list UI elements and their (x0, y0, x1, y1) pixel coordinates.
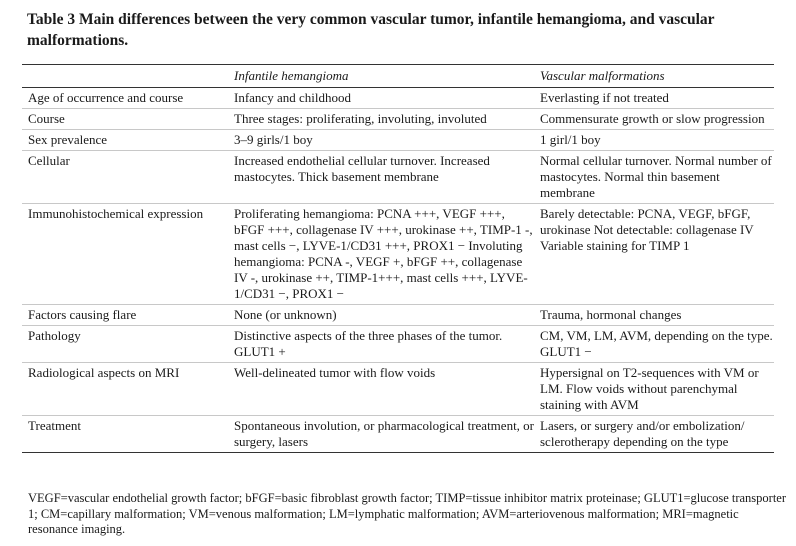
infantile-hemangioma-cell: Increased endothelial cellular turnover.… (228, 150, 534, 204)
vascular-malformations-cell: Barely detectable: PCNA, VEGF, bFGF, uro… (534, 203, 774, 305)
infantile-hemangioma-cell: 3–9 girls/1 boy (228, 129, 534, 151)
table-row: Radiological aspects on MRI Well-delineat… (22, 362, 774, 416)
comparison-table: Infantile hemangioma Vascular malformati… (22, 66, 774, 453)
row-label: Cellular (22, 150, 228, 204)
table-row: Cellular Increased endothelial cellular t… (22, 150, 774, 204)
vascular-malformations-cell: CM, VM, LM, AVM, depending on the type. … (534, 325, 774, 363)
vascular-malformations-cell: Hypersignal on T2-sequences with VM or L… (534, 362, 774, 416)
table-row: Pathology Distinctive aspects of the thre… (22, 325, 774, 363)
table-row: Immunohistochemical expression Proliferat… (22, 203, 774, 305)
vascular-malformations-cell: Trauma, hormonal changes (534, 304, 774, 326)
row-label: Sex prevalence (22, 129, 228, 151)
header-vascular-malformations: Vascular malformations (534, 66, 774, 88)
vascular-malformations-cell: Everlasting if not treated (534, 87, 774, 109)
header-infantile-hemangioma: Infantile hemangioma (228, 66, 534, 88)
table-row: Sex prevalence 3–9 girls/1 boy 1 girl/1 bo… (22, 129, 774, 151)
row-label: Immunohistochemical expression (22, 203, 228, 305)
table-row: Treatment Spontaneous involution, or phar… (22, 415, 774, 453)
vascular-malformations-cell: Lasers, or surgery and/or embolization/ … (534, 415, 774, 453)
infantile-hemangioma-cell: Distinctive aspects of the three phases … (228, 325, 534, 363)
infantile-hemangioma-cell: Spontaneous involution, or pharmacologic… (228, 415, 534, 453)
infantile-hemangioma-cell: Three stages: proliferating, involuting,… (228, 108, 534, 130)
vascular-malformations-cell: Commensurate growth or slow progression (534, 108, 774, 130)
infantile-hemangioma-cell: Proliferating hemangioma: PCNA +++, VEGF… (228, 203, 534, 305)
footnote: VEGF=vascular endothelial growth factor;… (28, 491, 787, 536)
infantile-hemangioma-cell: Infancy and childhood (228, 87, 534, 109)
header-blank (22, 66, 228, 88)
infantile-hemangioma-cell: Well-delineated tumor with flow voids (228, 362, 534, 416)
vascular-malformations-cell: Normal cellular turnover. Normal number … (534, 150, 774, 204)
top-rule (22, 64, 774, 65)
row-label: Factors causing flare (22, 304, 228, 326)
table-row: Age of occurrence and course Infancy and … (22, 87, 774, 109)
row-label: Radiological aspects on MRI (22, 362, 228, 416)
row-label: Age of occurrence and course (22, 87, 228, 109)
row-label: Pathology (22, 325, 228, 363)
table-row: Course Three stages: proliferating, invol… (22, 108, 774, 130)
row-label: Treatment (22, 415, 228, 453)
row-label: Course (22, 108, 228, 130)
header-row: Infantile hemangioma Vascular malformati… (22, 66, 774, 88)
table-title: Table 3 Main differences between the ver… (27, 11, 715, 49)
vascular-malformations-cell: 1 girl/1 boy (534, 129, 774, 151)
table-row: Factors causing flare None (or unknown) Tr… (22, 304, 774, 326)
infantile-hemangioma-cell: None (or unknown) (228, 304, 534, 326)
